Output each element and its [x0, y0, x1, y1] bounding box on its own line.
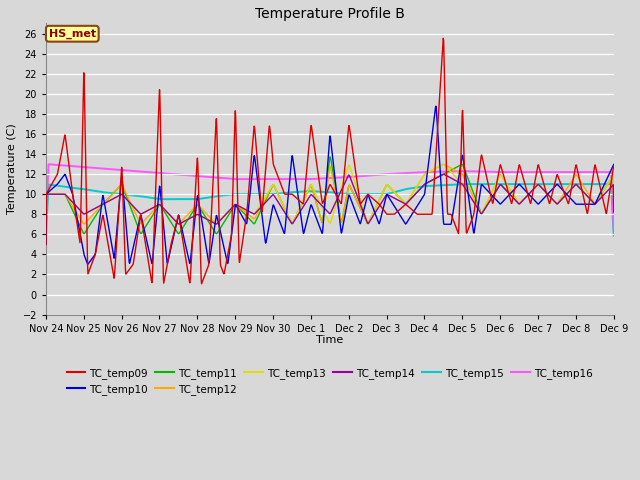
TC_temp11 [295, 208, 303, 214]
TC_temp16 [295, 176, 303, 182]
TC_temp15 [86, 187, 93, 193]
TC_temp14 [610, 209, 618, 215]
TC_temp15 [42, 233, 50, 239]
TC_temp11 [610, 202, 618, 207]
TC_temp11 [305, 186, 312, 192]
TC_temp11 [365, 218, 373, 224]
Legend: TC_temp09, TC_temp10, TC_temp11, TC_temp12, TC_temp13, TC_temp14, TC_temp15, TC_: TC_temp09, TC_temp10, TC_temp11, TC_temp… [63, 363, 597, 399]
TC_temp09 [305, 141, 313, 147]
TC_temp09 [284, 192, 291, 197]
TC_temp15 [295, 189, 303, 195]
TC_temp11 [326, 154, 334, 160]
Line: TC_temp10: TC_temp10 [46, 106, 614, 264]
TC_temp12 [109, 191, 116, 196]
TC_temp13 [610, 202, 618, 207]
TC_temp12 [365, 219, 373, 225]
TC_temp12 [295, 208, 303, 214]
TC_temp09 [86, 266, 93, 272]
Line: TC_temp09: TC_temp09 [46, 38, 614, 284]
TC_temp09 [365, 192, 373, 198]
TC_temp11 [42, 241, 50, 247]
TC_temp09 [610, 162, 618, 168]
TC_temp16 [45, 161, 52, 167]
TC_temp14 [440, 171, 447, 177]
TC_temp09 [109, 269, 116, 275]
TC_temp16 [365, 173, 373, 179]
TC_temp16 [42, 222, 50, 228]
TC_temp10 [86, 258, 94, 264]
TC_temp10 [295, 199, 303, 205]
Title: Temperature Profile B: Temperature Profile B [255, 7, 404, 21]
TC_temp14 [283, 213, 291, 219]
TC_temp10 [42, 241, 50, 247]
TC_temp16 [284, 176, 291, 182]
TC_temp09 [295, 197, 303, 203]
TC_temp09 [198, 281, 205, 287]
Text: HS_met: HS_met [49, 29, 96, 39]
TC_temp10 [284, 204, 291, 209]
TC_temp13 [42, 241, 50, 247]
TC_temp14 [365, 219, 373, 225]
TC_temp10 [305, 209, 313, 215]
X-axis label: Time: Time [316, 335, 344, 345]
TC_temp12 [440, 161, 447, 167]
TC_temp13 [86, 208, 93, 214]
TC_temp10 [84, 261, 92, 267]
TC_temp15 [461, 181, 469, 187]
TC_temp13 [440, 161, 447, 167]
TC_temp16 [305, 176, 313, 182]
TC_temp13 [295, 208, 303, 214]
TC_temp12 [42, 241, 50, 247]
TC_temp09 [42, 241, 50, 247]
TC_temp13 [283, 210, 291, 216]
TC_temp10 [365, 195, 373, 201]
TC_temp12 [86, 215, 93, 221]
TC_temp15 [305, 189, 312, 194]
TC_temp11 [283, 210, 291, 216]
TC_temp15 [109, 191, 116, 196]
TC_temp15 [365, 192, 373, 197]
TC_temp10 [109, 252, 117, 257]
TC_temp16 [86, 165, 94, 170]
TC_temp13 [365, 219, 373, 225]
Line: TC_temp15: TC_temp15 [46, 184, 614, 236]
TC_temp10 [610, 162, 618, 168]
TC_temp12 [305, 186, 312, 192]
TC_temp10 [432, 103, 440, 109]
TC_temp11 [109, 191, 116, 196]
Line: TC_temp16: TC_temp16 [46, 164, 614, 229]
TC_temp14 [109, 196, 116, 202]
Line: TC_temp11: TC_temp11 [46, 157, 614, 244]
Line: TC_temp13: TC_temp13 [46, 164, 614, 244]
TC_temp14 [42, 241, 50, 247]
TC_temp14 [305, 195, 312, 201]
TC_temp15 [610, 233, 618, 239]
TC_temp09 [440, 36, 447, 41]
Y-axis label: Temperature (C): Temperature (C) [7, 124, 17, 215]
TC_temp14 [295, 211, 303, 217]
TC_temp16 [109, 167, 117, 172]
TC_temp14 [86, 208, 93, 214]
Line: TC_temp14: TC_temp14 [46, 174, 614, 244]
TC_temp15 [283, 190, 291, 195]
TC_temp11 [86, 222, 93, 228]
TC_temp13 [305, 186, 312, 192]
TC_temp16 [610, 227, 618, 232]
TC_temp12 [610, 202, 618, 207]
Line: TC_temp12: TC_temp12 [46, 164, 614, 244]
TC_temp12 [283, 210, 291, 216]
TC_temp13 [109, 196, 116, 202]
